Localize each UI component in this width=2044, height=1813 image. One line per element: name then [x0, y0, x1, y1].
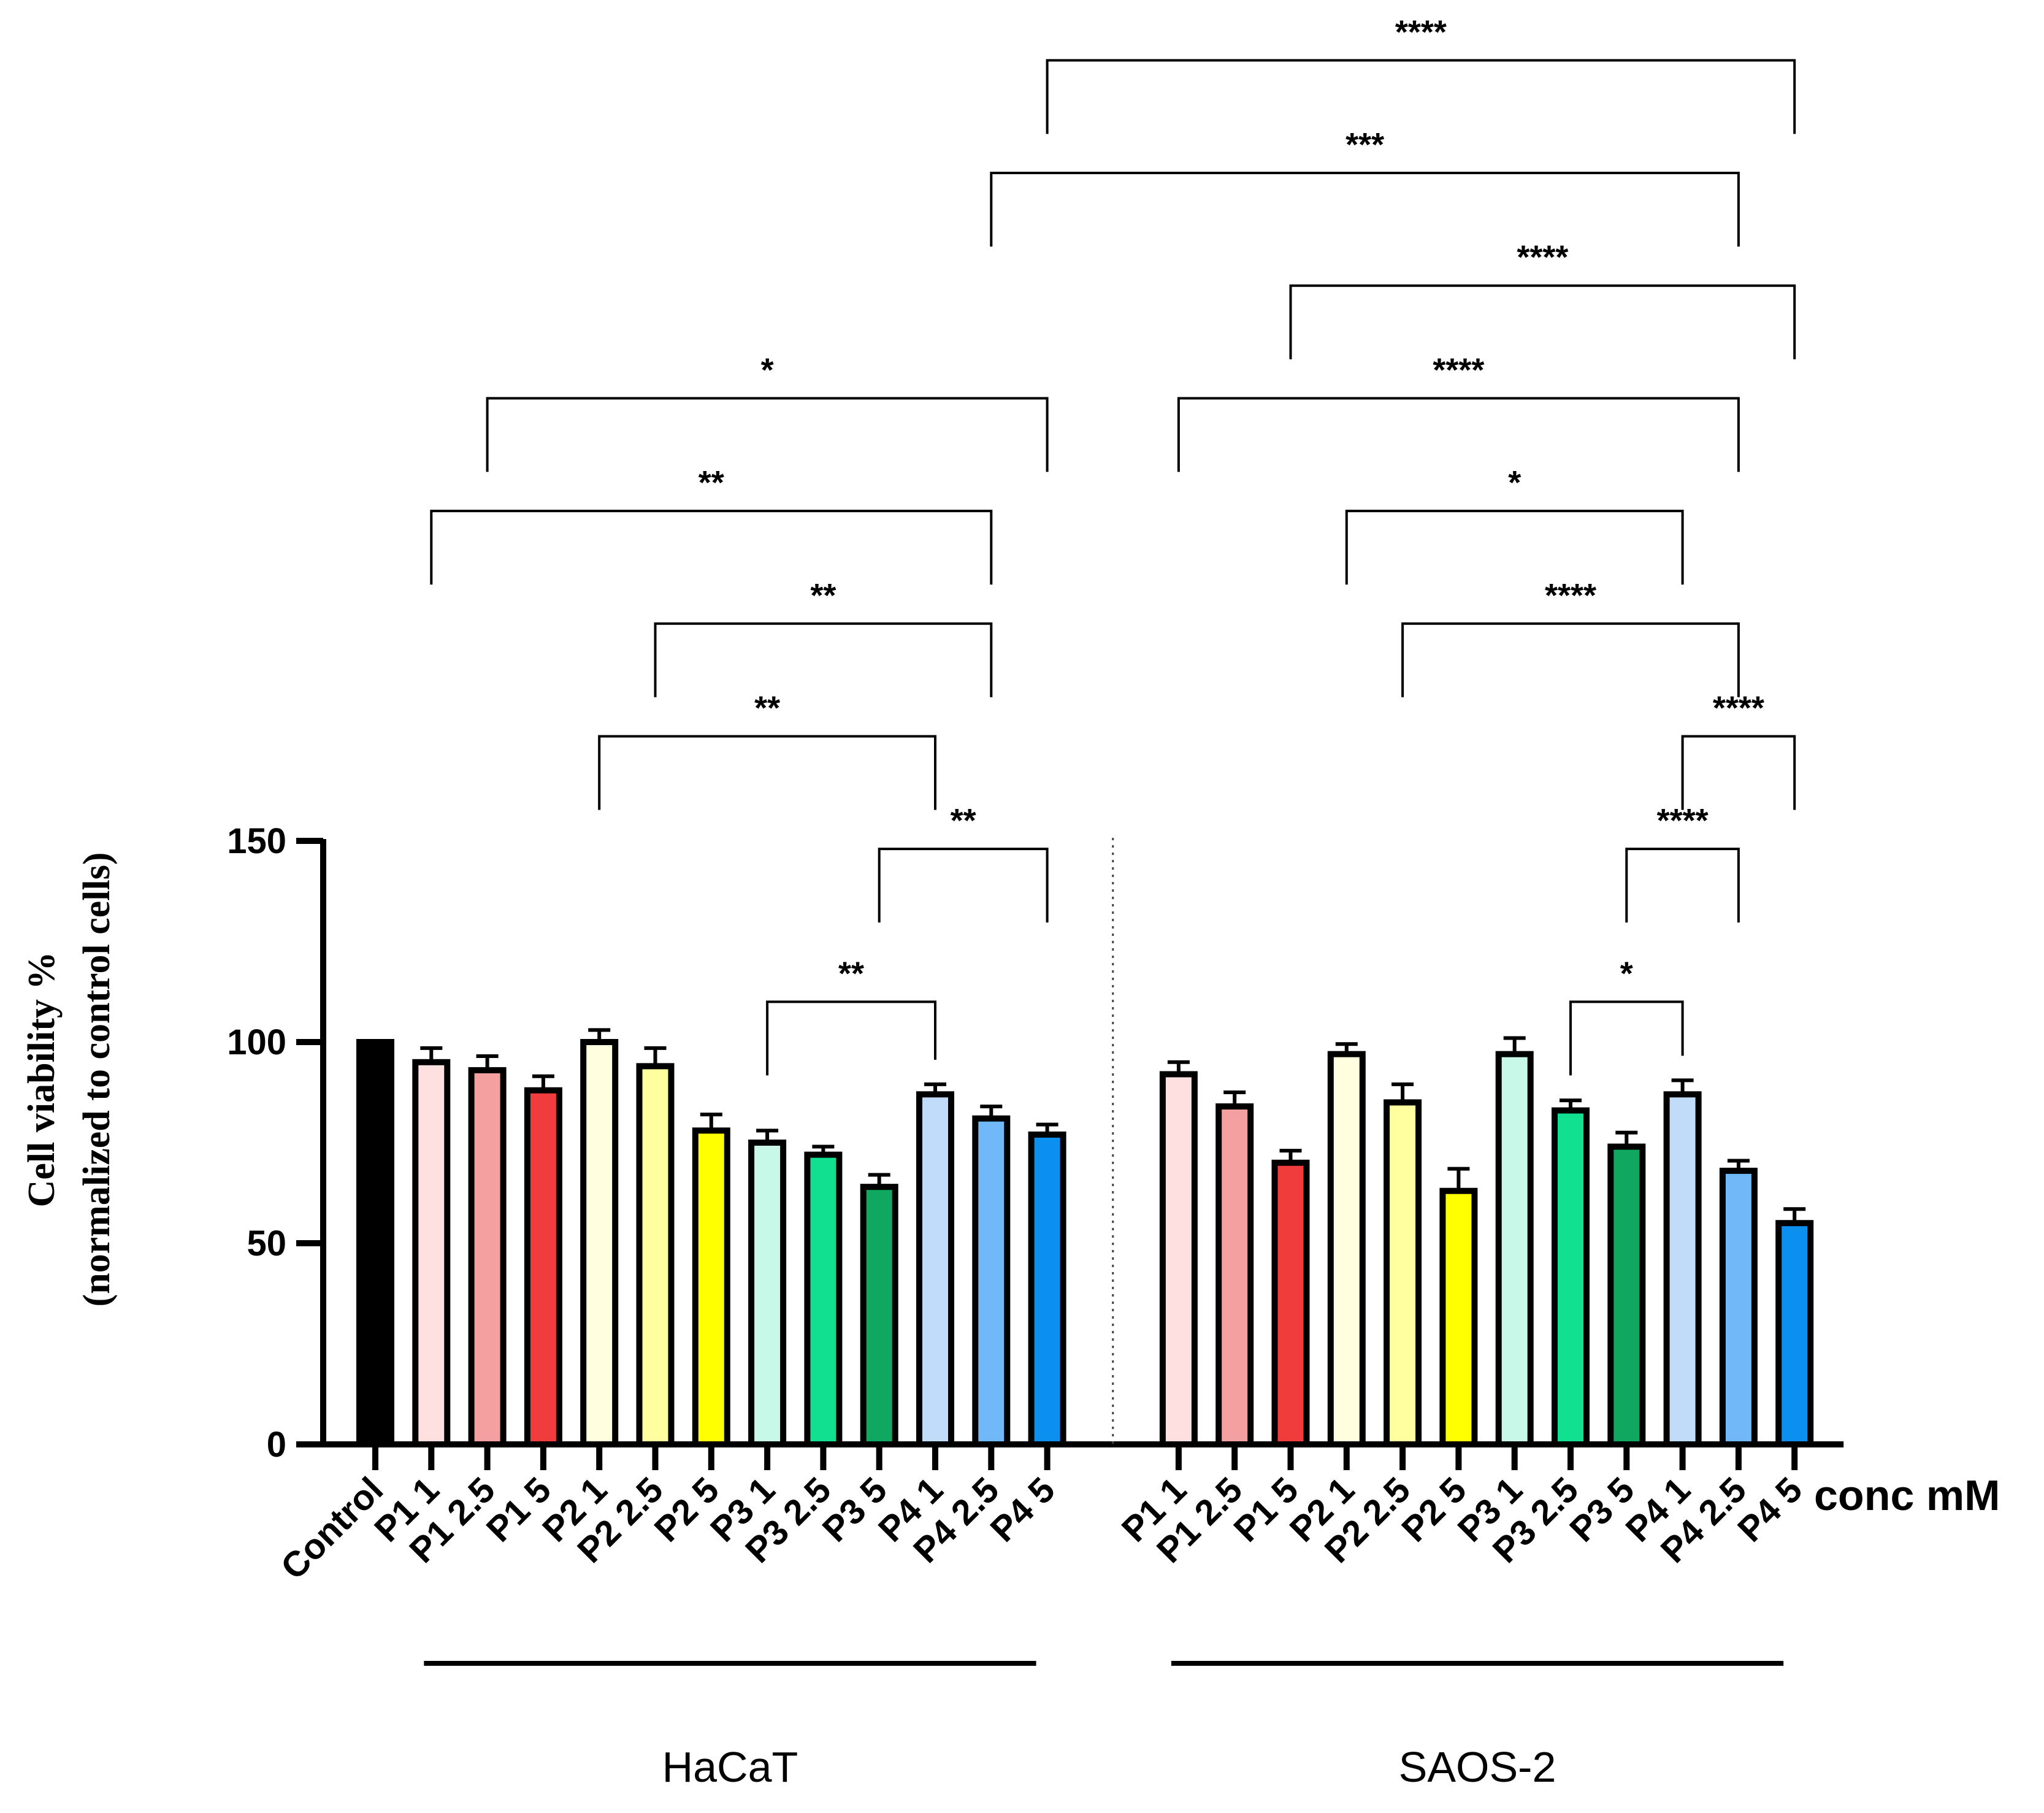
- significance-label: **: [951, 802, 976, 839]
- bar: [1663, 1091, 1702, 1447]
- significance-label: **: [699, 464, 724, 501]
- significance-label: *: [1620, 955, 1633, 992]
- bar: [1607, 1143, 1646, 1448]
- significance-bracket: [1401, 622, 1740, 697]
- bar: [860, 1184, 898, 1448]
- significance-bracket: [486, 397, 1049, 472]
- bar: [356, 1039, 394, 1447]
- significance-bracket: [878, 848, 1049, 923]
- significance-label: ***: [1345, 126, 1384, 163]
- significance-bracket: [1681, 735, 1796, 810]
- bar: [1384, 1099, 1422, 1447]
- significance-bracket: [1569, 1000, 1684, 1076]
- bar: [524, 1087, 562, 1447]
- significance-bracket: [990, 172, 1740, 247]
- significance-bracket: [1625, 848, 1740, 923]
- bar: [1719, 1167, 1758, 1448]
- x-tick-label: P4 5: [1730, 1470, 1810, 1549]
- bar: [972, 1115, 1011, 1447]
- y-tick-label: 100: [227, 1022, 286, 1062]
- significance-label: ****: [1517, 239, 1568, 276]
- significance-bracket: [1289, 284, 1796, 359]
- significance-label: ****: [1395, 13, 1447, 50]
- y-axis-title-line-2: (normalized to control cells): [76, 853, 118, 1307]
- y-tick-label: 150: [227, 821, 286, 861]
- bar: [748, 1140, 787, 1447]
- bar: [580, 1039, 619, 1447]
- y-tick-label: 0: [267, 1425, 286, 1465]
- significance-bracket: [598, 735, 936, 810]
- significance-label: *: [1508, 464, 1521, 501]
- bar: [1215, 1103, 1254, 1447]
- x-tick-label: P4 5: [982, 1470, 1062, 1549]
- group-label: HaCaT: [662, 1743, 798, 1791]
- bar: [1495, 1051, 1534, 1448]
- bar: [1775, 1220, 1814, 1447]
- bar: [412, 1059, 451, 1448]
- significance-bracket: [1345, 510, 1684, 585]
- significance-label: ****: [1433, 351, 1484, 388]
- bar: [1552, 1107, 1590, 1447]
- bar: [1159, 1071, 1198, 1447]
- group-label: SAOS-2: [1399, 1743, 1556, 1791]
- bar: [804, 1151, 843, 1448]
- bar: [1028, 1131, 1066, 1447]
- bar: [1439, 1187, 1478, 1447]
- significance-bracket: [1046, 59, 1796, 134]
- significance-label: ****: [1545, 577, 1596, 614]
- significance-bracket: [430, 510, 993, 585]
- significance-label: **: [810, 577, 836, 614]
- significance-bracket: [1177, 397, 1740, 472]
- bar: [636, 1063, 675, 1447]
- bar: [916, 1091, 954, 1447]
- y-axis-title-line-1: Cell viability %: [21, 952, 63, 1208]
- bar: [468, 1067, 507, 1448]
- significance-bracket: [766, 1000, 936, 1076]
- bar: [1327, 1051, 1366, 1448]
- significance-label: **: [754, 689, 780, 726]
- significance-bracket: [654, 622, 993, 697]
- bar: [692, 1127, 730, 1447]
- significance-label: **: [838, 955, 864, 992]
- y-tick-label: 50: [247, 1224, 286, 1263]
- significance-label: *: [761, 351, 774, 388]
- bar: [1271, 1159, 1310, 1448]
- x-axis-unit-label: conc mM: [1814, 1471, 2000, 1519]
